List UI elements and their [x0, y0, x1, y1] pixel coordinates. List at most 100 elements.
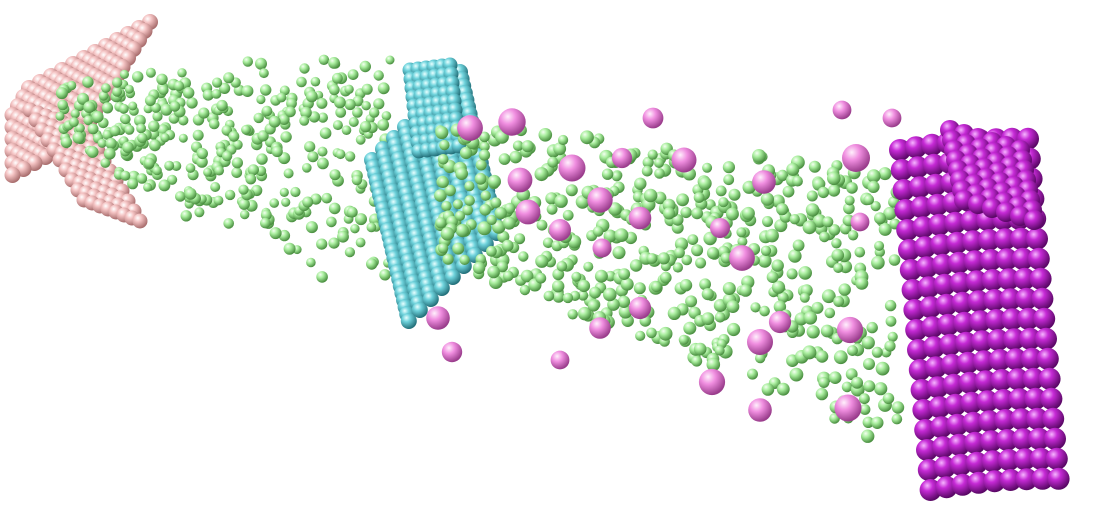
- lattice-atom: [928, 213, 951, 236]
- small-particle: [136, 123, 147, 134]
- large-particle: [550, 350, 570, 370]
- small-particle: [268, 115, 281, 128]
- large-particle: [628, 206, 652, 230]
- lattice-atom: [946, 231, 968, 254]
- lattice-atom: [967, 290, 990, 313]
- lattice-atom: [1020, 347, 1043, 370]
- small-particle: [192, 129, 204, 141]
- small-particle: [863, 380, 876, 393]
- small-particle: [221, 150, 233, 162]
- small-particle: [722, 282, 736, 295]
- small-particle: [454, 210, 466, 221]
- small-particle: [498, 153, 511, 165]
- small-particle: [127, 178, 139, 190]
- small-particle: [701, 312, 715, 326]
- small-particle: [304, 141, 316, 153]
- small-particle: [874, 382, 888, 396]
- small-particle: [693, 342, 707, 356]
- small-particle: [771, 280, 786, 294]
- small-particle: [681, 254, 693, 266]
- lattice-atom: [931, 253, 954, 276]
- small-particle: [261, 105, 273, 117]
- small-particle: [773, 300, 787, 313]
- lattice-atom: [1035, 327, 1057, 350]
- lattice-atom: [996, 429, 1018, 451]
- small-particle: [654, 168, 665, 179]
- small-particle: [186, 97, 198, 109]
- small-particle: [184, 187, 197, 200]
- lattice-atom: [924, 173, 947, 196]
- small-particle: [198, 107, 210, 119]
- lattice-atom: [1017, 307, 1040, 330]
- small-particle: [486, 214, 497, 226]
- small-particle: [366, 258, 378, 270]
- small-particle: [806, 190, 818, 202]
- lattice-atom: [1001, 308, 1024, 331]
- small-particle: [776, 382, 790, 396]
- large-particles: [426, 100, 902, 422]
- small-particle: [256, 94, 266, 105]
- small-particle: [874, 212, 886, 225]
- small-particle: [66, 80, 77, 91]
- small-particle: [641, 165, 653, 177]
- small-particle: [355, 213, 367, 226]
- lattice-atom: [1026, 407, 1049, 430]
- small-particle: [253, 112, 264, 124]
- small-particle: [122, 141, 134, 154]
- small-particle: [158, 84, 169, 96]
- small-particle: [257, 130, 269, 142]
- small-particle: [819, 231, 830, 243]
- small-particle: [164, 160, 175, 171]
- small-particle: [487, 174, 501, 189]
- lattice-atom: [963, 250, 986, 273]
- small-particle: [808, 160, 821, 173]
- small-particle: [678, 334, 689, 345]
- small-particle: [789, 214, 800, 225]
- small-particle: [305, 221, 318, 234]
- small-particle: [718, 197, 729, 208]
- small-particle: [472, 261, 486, 275]
- small-particle: [786, 268, 798, 280]
- lattice-atom: [400, 313, 417, 329]
- small-particle: [762, 216, 773, 227]
- lattice-atom: [960, 391, 983, 414]
- small-particle: [503, 270, 514, 282]
- small-particle: [459, 146, 473, 160]
- small-particle: [355, 237, 366, 248]
- lattice-atom: [1006, 368, 1029, 391]
- small-particle: [620, 277, 634, 291]
- large-particle: [628, 296, 652, 320]
- small-particle: [891, 401, 905, 414]
- lattice-atom: [992, 389, 1015, 411]
- small-particle: [691, 355, 703, 367]
- small-particle: [328, 57, 340, 69]
- small-particle: [452, 242, 465, 255]
- small-particle: [347, 69, 359, 80]
- lattice-atom: [981, 450, 1004, 473]
- small-particle: [878, 167, 892, 181]
- small-particle: [861, 336, 875, 350]
- small-particle: [437, 176, 449, 188]
- small-particle: [827, 171, 841, 186]
- small-particle: [660, 271, 672, 284]
- small-particle: [587, 299, 600, 312]
- small-particle: [667, 306, 681, 320]
- small-particle: [290, 186, 301, 198]
- small-particle: [302, 196, 314, 208]
- lattice-atom: [937, 313, 960, 336]
- small-particle: [120, 170, 131, 181]
- small-particle: [346, 206, 358, 218]
- lattice-atom: [1010, 408, 1033, 431]
- small-particle: [355, 134, 366, 145]
- small-particle: [594, 269, 608, 283]
- lattice-atom: [949, 453, 972, 476]
- small-particle: [337, 230, 349, 243]
- small-particle: [241, 85, 254, 97]
- lattice-atom: [1031, 467, 1054, 490]
- small-particle: [580, 130, 594, 145]
- small-particle: [798, 266, 812, 280]
- small-particle: [776, 169, 789, 182]
- small-particle: [344, 98, 356, 111]
- small-particle: [739, 284, 752, 297]
- small-particle: [260, 217, 271, 229]
